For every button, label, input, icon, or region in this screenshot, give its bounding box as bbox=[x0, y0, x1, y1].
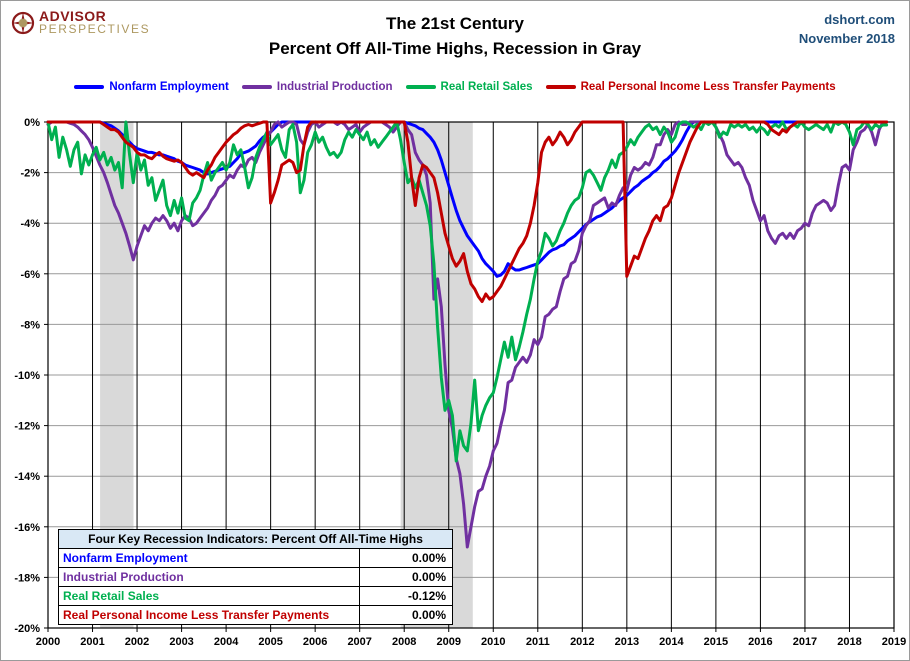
legend-item-2: Real Retail Sales bbox=[405, 81, 533, 93]
series-industrial-production bbox=[46, 120, 889, 549]
indicator-table-header: Four Key Recession Indicators: Percent O… bbox=[58, 529, 453, 549]
table-row-3: Real Personal Income Less Transfer Payme… bbox=[58, 605, 453, 625]
x-axis-label: 2007 bbox=[347, 636, 371, 648]
x-axis-label: 2018 bbox=[837, 636, 861, 648]
y-axis-label: -8% bbox=[20, 319, 40, 331]
y-axis-label: 0% bbox=[24, 117, 40, 129]
title-line-2: Percent Off All-Time Highs, Recession in… bbox=[268, 39, 642, 58]
legend-swatch-icon bbox=[545, 85, 576, 89]
legend-item-3: Real Personal Income Less Transfer Payme… bbox=[545, 81, 836, 93]
x-axis-label: 2009 bbox=[436, 636, 460, 648]
x-axis-label: 2011 bbox=[526, 636, 550, 648]
row-value: 0.00% bbox=[359, 605, 453, 625]
row-label: Industrial Production bbox=[58, 567, 360, 587]
x-axis-label: 2003 bbox=[169, 636, 193, 648]
x-axis-label: 2012 bbox=[570, 636, 594, 648]
row-value: 0.00% bbox=[359, 567, 453, 587]
x-axis-label: 2010 bbox=[481, 636, 505, 648]
y-axis-label: -18% bbox=[14, 572, 40, 584]
series-real-retail-sales bbox=[46, 120, 889, 463]
legend-label: Real Personal Income Less Transfer Payme… bbox=[580, 81, 836, 93]
y-axis-label: -20% bbox=[14, 623, 40, 635]
row-label: Nonfarm Employment bbox=[58, 548, 360, 568]
x-axis-label: 2019 bbox=[882, 636, 906, 648]
row-label: Real Personal Income Less Transfer Payme… bbox=[58, 605, 360, 625]
y-axis-label: -4% bbox=[20, 218, 40, 230]
row-value: 0.00% bbox=[359, 548, 453, 568]
y-axis-label: -2% bbox=[20, 168, 40, 180]
series-real-personal-income-less-transfer-payments bbox=[46, 120, 889, 304]
source-block: dshort.com November 2018 bbox=[799, 10, 895, 48]
title-line-1: The 21st Century bbox=[386, 14, 524, 33]
x-axis-label: 2001 bbox=[80, 636, 104, 648]
x-axis-label: 2000 bbox=[36, 636, 60, 648]
legend-item-1: Industrial Production bbox=[241, 81, 393, 93]
logo-text-perspectives: PERSPECTIVES bbox=[39, 22, 151, 36]
x-axis-label: 2004 bbox=[214, 636, 239, 648]
chart-plot: 0%-2%-4%-6%-8%-10%-12%-14%-16%-18%-20%20… bbox=[14, 117, 906, 648]
legend-item-0: Nonfarm Employment bbox=[74, 81, 229, 93]
x-axis-label: 2005 bbox=[258, 636, 282, 648]
source-date: November 2018 bbox=[798, 31, 895, 46]
x-axis-label: 2015 bbox=[704, 636, 728, 648]
table-row-0: Nonfarm Employment 0.00% bbox=[58, 548, 453, 568]
table-row-1: Industrial Production 0.00% bbox=[58, 567, 453, 587]
row-value: -0.12% bbox=[359, 586, 453, 606]
x-axis-label: 2013 bbox=[615, 636, 639, 648]
legend-swatch-icon bbox=[405, 85, 436, 89]
x-axis-label: 2002 bbox=[125, 636, 149, 648]
x-axis-label: 2016 bbox=[748, 636, 772, 648]
y-axis-label: -12% bbox=[14, 421, 40, 433]
indicator-table: Four Key Recession Indicators: Percent O… bbox=[58, 529, 453, 625]
y-axis-label: -14% bbox=[14, 471, 40, 483]
table-row-2: Real Retail Sales -0.12% bbox=[58, 586, 453, 606]
x-axis-label: 2014 bbox=[659, 636, 684, 648]
row-label: Real Retail Sales bbox=[58, 586, 360, 606]
y-axis-label: -16% bbox=[14, 522, 40, 534]
chart-title: The 21st Century Percent Off All-Time Hi… bbox=[1, 12, 909, 62]
x-axis-label: 2017 bbox=[793, 636, 817, 648]
y-axis-label: -10% bbox=[14, 370, 40, 382]
source-site: dshort.com bbox=[824, 12, 895, 27]
advisor-perspectives-logo: ADVISOR PERSPECTIVES bbox=[11, 8, 151, 36]
logo-text-advisor: ADVISOR bbox=[39, 8, 107, 24]
legend-label: Nonfarm Employment bbox=[109, 81, 229, 93]
chart-legend: Nonfarm Employment Industrial Production R… bbox=[1, 81, 909, 93]
legend-swatch-icon bbox=[74, 85, 105, 89]
legend-label: Real Retail Sales bbox=[440, 81, 533, 93]
y-axis-label: -6% bbox=[20, 269, 40, 281]
x-axis-label: 2006 bbox=[303, 636, 327, 648]
x-axis-label: 2008 bbox=[392, 636, 416, 648]
legend-swatch-icon bbox=[241, 85, 272, 89]
compass-icon bbox=[11, 11, 35, 35]
legend-label: Industrial Production bbox=[276, 81, 393, 93]
